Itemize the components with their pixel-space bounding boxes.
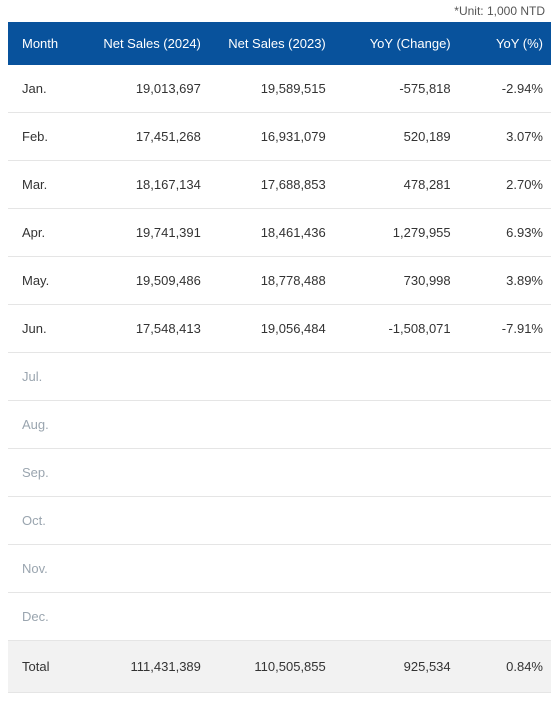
table-row: Feb.17,451,26816,931,079520,1893.07%: [8, 113, 551, 161]
cell-sales_2023: [209, 593, 334, 641]
cell-month: Jan.: [8, 65, 84, 113]
table-header-row: Month Net Sales (2024) Net Sales (2023) …: [8, 22, 551, 65]
cell-sales_2023: [209, 401, 334, 449]
col-header-sales-2023: Net Sales (2023): [209, 22, 334, 65]
cell-sales_2024: 19,509,486: [84, 257, 209, 305]
cell-month: Dec.: [8, 593, 84, 641]
table-row: Nov.: [8, 545, 551, 593]
cell-yoy_change: [334, 449, 459, 497]
cell-yoy_pct: 2.70%: [459, 161, 551, 209]
cell-yoy_change: [334, 545, 459, 593]
cell-yoy_pct: 3.89%: [459, 257, 551, 305]
table-row: Jan.19,013,69719,589,515-575,818-2.94%: [8, 65, 551, 113]
cell-yoy_pct: [459, 593, 551, 641]
cell-yoy_change: -575,818: [334, 65, 459, 113]
cell-month: Aug.: [8, 401, 84, 449]
table-row: Dec.: [8, 593, 551, 641]
cell-yoy_change: 478,281: [334, 161, 459, 209]
cell-yoy_change: 1,279,955: [334, 209, 459, 257]
cell-sales_2024: [84, 401, 209, 449]
cell-yoy_change: -1,508,071: [334, 305, 459, 353]
cell-month: Nov.: [8, 545, 84, 593]
col-header-yoy-pct: YoY (%): [459, 22, 551, 65]
cell-month: Jun.: [8, 305, 84, 353]
cell-sales_2024: [84, 593, 209, 641]
cell-sales_2023: 18,461,436: [209, 209, 334, 257]
cell-sales_2023: [209, 497, 334, 545]
cell-yoy_change: [334, 353, 459, 401]
cell-sales_2024: [84, 449, 209, 497]
table-row: Mar.18,167,13417,688,853478,2812.70%: [8, 161, 551, 209]
cell-yoy_pct: 3.07%: [459, 113, 551, 161]
cell-sales_2023: 17,688,853: [209, 161, 334, 209]
cell-sales_2024: 17,451,268: [84, 113, 209, 161]
table-row: Oct.: [8, 497, 551, 545]
total-label: Total: [8, 641, 84, 693]
cell-yoy_change: [334, 593, 459, 641]
table-total-row: Total 111,431,389 110,505,855 925,534 0.…: [8, 641, 551, 693]
total-yoy-pct: 0.84%: [459, 641, 551, 693]
cell-sales_2024: [84, 497, 209, 545]
cell-month: May.: [8, 257, 84, 305]
table-row: Aug.: [8, 401, 551, 449]
cell-sales_2024: 19,013,697: [84, 65, 209, 113]
cell-sales_2023: [209, 545, 334, 593]
total-sales-2024: 111,431,389: [84, 641, 209, 693]
cell-sales_2023: 19,589,515: [209, 65, 334, 113]
cell-yoy_change: 730,998: [334, 257, 459, 305]
unit-note: *Unit: 1,000 NTD: [8, 4, 551, 18]
cell-yoy_pct: [459, 545, 551, 593]
cell-yoy_pct: [459, 353, 551, 401]
cell-yoy_change: [334, 497, 459, 545]
cell-yoy_pct: -2.94%: [459, 65, 551, 113]
cell-sales_2023: [209, 353, 334, 401]
col-header-sales-2024: Net Sales (2024): [84, 22, 209, 65]
cell-month: Jul.: [8, 353, 84, 401]
col-header-yoy-change: YoY (Change): [334, 22, 459, 65]
cell-sales_2024: [84, 545, 209, 593]
cell-yoy_pct: -7.91%: [459, 305, 551, 353]
cell-month: Mar.: [8, 161, 84, 209]
total-yoy-change: 925,534: [334, 641, 459, 693]
cell-month: Oct.: [8, 497, 84, 545]
cell-sales_2024: 19,741,391: [84, 209, 209, 257]
col-header-month: Month: [8, 22, 84, 65]
cell-sales_2023: 19,056,484: [209, 305, 334, 353]
cell-month: Feb.: [8, 113, 84, 161]
cell-month: Apr.: [8, 209, 84, 257]
cell-sales_2023: 18,778,488: [209, 257, 334, 305]
sales-table: Month Net Sales (2024) Net Sales (2023) …: [8, 22, 551, 693]
cell-sales_2024: 18,167,134: [84, 161, 209, 209]
cell-sales_2023: 16,931,079: [209, 113, 334, 161]
table-row: May.19,509,48618,778,488730,9983.89%: [8, 257, 551, 305]
table-row: Apr.19,741,39118,461,4361,279,9556.93%: [8, 209, 551, 257]
cell-sales_2024: [84, 353, 209, 401]
cell-yoy_pct: [459, 449, 551, 497]
cell-yoy_change: [334, 401, 459, 449]
table-row: Jul.: [8, 353, 551, 401]
total-sales-2023: 110,505,855: [209, 641, 334, 693]
cell-yoy_pct: [459, 497, 551, 545]
table-row: Sep.: [8, 449, 551, 497]
table-row: Jun.17,548,41319,056,484-1,508,071-7.91%: [8, 305, 551, 353]
cell-sales_2023: [209, 449, 334, 497]
cell-yoy_pct: 6.93%: [459, 209, 551, 257]
cell-sales_2024: 17,548,413: [84, 305, 209, 353]
cell-yoy_change: 520,189: [334, 113, 459, 161]
cell-yoy_pct: [459, 401, 551, 449]
cell-month: Sep.: [8, 449, 84, 497]
